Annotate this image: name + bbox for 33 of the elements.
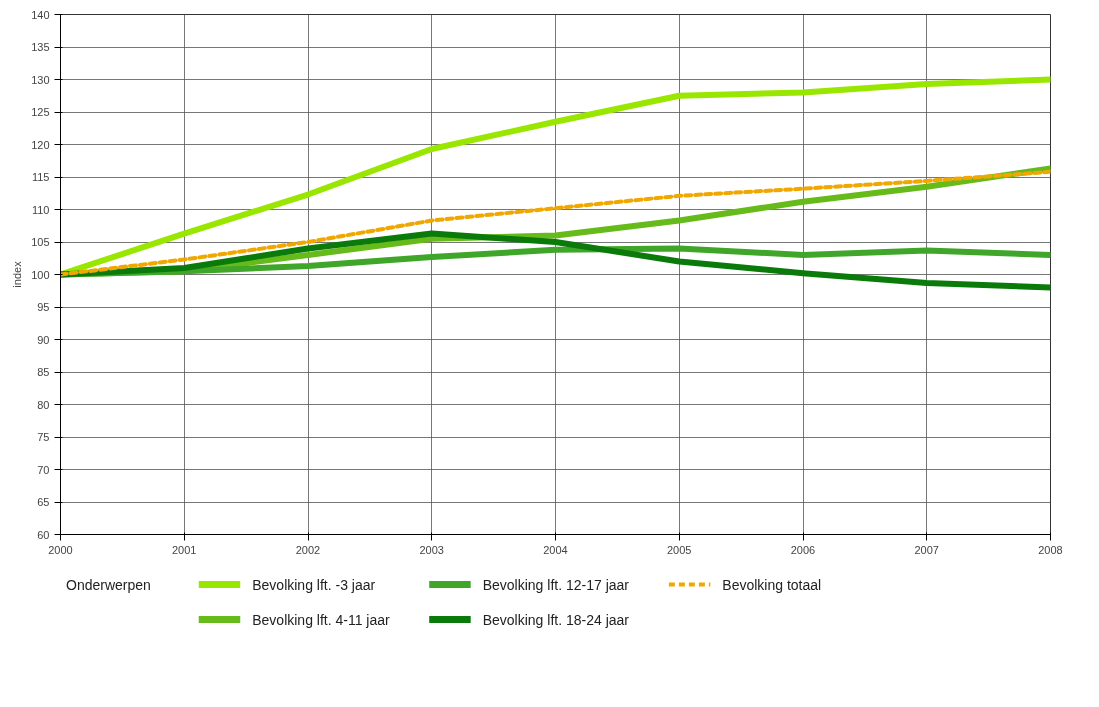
x-tick-label: 2007 [914,543,939,556]
legend-label: Bevolking lft. 4-11 jaar [252,611,391,628]
x-tick-label: 2001 [172,543,197,556]
x-tick-label: 2006 [790,543,816,556]
y-tick-label: 85 [37,366,50,378]
y-tick-label: 120 [31,138,50,151]
x-tick-label: 2004 [543,543,568,556]
legend-label: Bevolking lft. 12-17 jaar [482,576,630,593]
x-tick-label: 2003 [419,543,444,556]
y-tick-label: 65 [37,496,50,508]
x-tick-label: 2002 [295,543,321,556]
y-tick-label: 140 [31,8,50,21]
y-tick-label: 75 [37,431,50,443]
y-tick-label: 130 [31,73,50,86]
y-tick-label: 80 [37,398,50,411]
legend-label: Bevolking lft. -3 jaar [252,576,376,593]
x-tick-label: 2008 [1038,543,1063,556]
y-tick-label: 60 [37,528,50,541]
y-tick-label: 90 [37,333,50,346]
y-tick-label: 70 [37,463,50,476]
y-tick-label: 95 [37,301,50,313]
x-tick-label: 2005 [667,543,692,556]
legend-label: Bevolking totaal [722,576,822,593]
legend-title: Onderwerpen [66,576,151,593]
y-tick-label: 100 [31,268,50,281]
y-tick-label: 110 [31,203,50,216]
x-tick-label: 2000 [48,543,73,556]
y-tick-label: 135 [31,41,50,53]
y-tick-label: 115 [31,171,50,183]
y-tick-label: 125 [31,106,50,118]
legend-label: Bevolking lft. 18-24 jaar [482,611,630,628]
y-tick-label: 105 [31,236,50,248]
y-axis-title: index [11,260,24,288]
